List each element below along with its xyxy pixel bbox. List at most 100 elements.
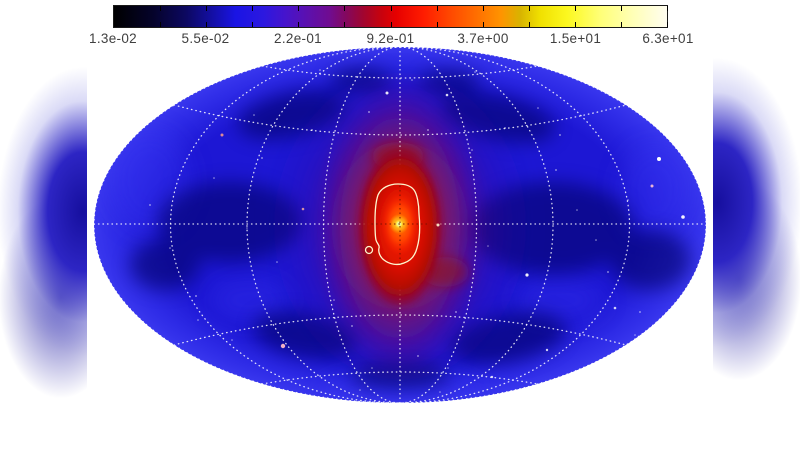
point-source xyxy=(555,169,557,171)
graticule-meridian-e45 xyxy=(399,47,478,403)
colorbar-tick xyxy=(436,22,438,27)
colorbar-tick xyxy=(252,22,254,27)
point-source xyxy=(220,133,224,137)
point-source xyxy=(474,71,476,73)
point-source xyxy=(149,204,151,206)
point-source xyxy=(545,348,549,352)
point-source xyxy=(411,79,413,81)
graticule-meridian-w45 xyxy=(322,47,401,403)
point-source xyxy=(246,227,248,229)
graticule-parallel-s60 xyxy=(261,371,539,385)
point-source xyxy=(385,91,389,95)
colorbar-tick xyxy=(390,6,392,11)
colorbar-tick-label: 1.3e-02 xyxy=(89,31,137,46)
graticule-parallel-n60 xyxy=(261,65,539,79)
colorbar xyxy=(113,5,668,28)
point-source xyxy=(447,367,449,369)
colorbar-tick xyxy=(298,6,300,11)
central-contour xyxy=(374,183,421,266)
point-source xyxy=(371,367,373,369)
point-source xyxy=(445,93,449,97)
point-source xyxy=(525,273,529,277)
point-source xyxy=(607,271,609,273)
point-source xyxy=(319,69,321,71)
point-source xyxy=(427,129,429,131)
point-source xyxy=(439,391,441,393)
colorbar-tick xyxy=(160,22,162,27)
graticule-parallel-s30 xyxy=(173,314,627,346)
point-source xyxy=(280,343,286,349)
point-source xyxy=(471,149,473,151)
graticule-parallel-n30 xyxy=(173,104,627,136)
colorbar-tick xyxy=(482,6,484,11)
background-blur-right xyxy=(713,0,800,450)
point-source xyxy=(261,157,263,159)
map-interior xyxy=(94,47,706,403)
point-source xyxy=(351,325,353,327)
colorbar-tick-label: 3.7e+00 xyxy=(457,31,509,46)
point-source xyxy=(490,375,494,379)
colorbar-tick xyxy=(482,22,484,27)
colorbar-labels: 1.3e-02 5.5e-02 2.2e-01 9.2e-01 3.7e+00 1.5e+… xyxy=(89,31,693,46)
point-source xyxy=(359,389,361,391)
colorbar-tick xyxy=(436,6,438,11)
colorbar-tick-label: 1.5e+01 xyxy=(549,31,602,46)
point-source xyxy=(253,114,255,116)
colorbar-tick xyxy=(114,22,115,27)
point-source xyxy=(276,261,278,263)
colorbar-tick xyxy=(528,6,530,11)
point-source xyxy=(311,129,313,131)
colorbar-tick xyxy=(160,6,162,11)
colorbar-tick xyxy=(528,22,530,27)
point-source xyxy=(559,134,561,136)
colorbar-tick xyxy=(252,6,254,11)
point-source xyxy=(436,223,440,227)
colorbar-tick xyxy=(206,22,208,27)
point-source xyxy=(368,111,370,113)
point-source xyxy=(301,207,305,211)
colorbar-tick xyxy=(298,22,300,27)
colorbar-tick xyxy=(206,6,208,11)
colorbar-tick xyxy=(574,22,576,27)
colorbar-tick-label: 2.2e-01 xyxy=(274,31,322,46)
colorbar-tick xyxy=(667,22,668,27)
graticule-meridian-w90 xyxy=(246,47,401,403)
point-source xyxy=(537,107,539,109)
point-source xyxy=(657,157,661,161)
point-sources xyxy=(149,69,685,393)
colorbar-tick-label: 6.3e+01 xyxy=(642,31,694,46)
point-source xyxy=(169,247,171,249)
colorbar-tick-label: 9.2e-01 xyxy=(366,31,415,46)
point-source xyxy=(650,184,654,188)
background-blur-left xyxy=(0,0,87,450)
point-source xyxy=(197,319,199,321)
colorbar-tick xyxy=(344,22,346,27)
colorbar-tick xyxy=(114,6,115,11)
point-source xyxy=(595,239,597,241)
point-source xyxy=(634,334,636,336)
map-boundary xyxy=(93,46,707,404)
point-source xyxy=(681,215,685,219)
colorbar-tick xyxy=(344,6,346,11)
colorbar-tick-label: 5.5e-02 xyxy=(181,31,230,46)
point-source xyxy=(627,199,629,201)
point-source xyxy=(639,311,641,313)
point-source xyxy=(487,245,489,247)
point-source xyxy=(195,295,197,297)
colorbar-tick xyxy=(667,6,668,11)
point-source xyxy=(504,127,506,129)
contour-group xyxy=(364,183,421,266)
point-source xyxy=(417,355,419,357)
colorbar-tick xyxy=(574,6,576,11)
point-source xyxy=(333,299,335,301)
point-source xyxy=(231,339,233,341)
colorbar-tick xyxy=(390,22,392,27)
point-source xyxy=(576,209,578,211)
point-source xyxy=(213,177,215,179)
contour-island xyxy=(364,245,374,255)
graticule-over-core xyxy=(371,185,429,265)
graticule-meridian-e90 xyxy=(399,47,554,403)
point-source xyxy=(613,306,617,310)
